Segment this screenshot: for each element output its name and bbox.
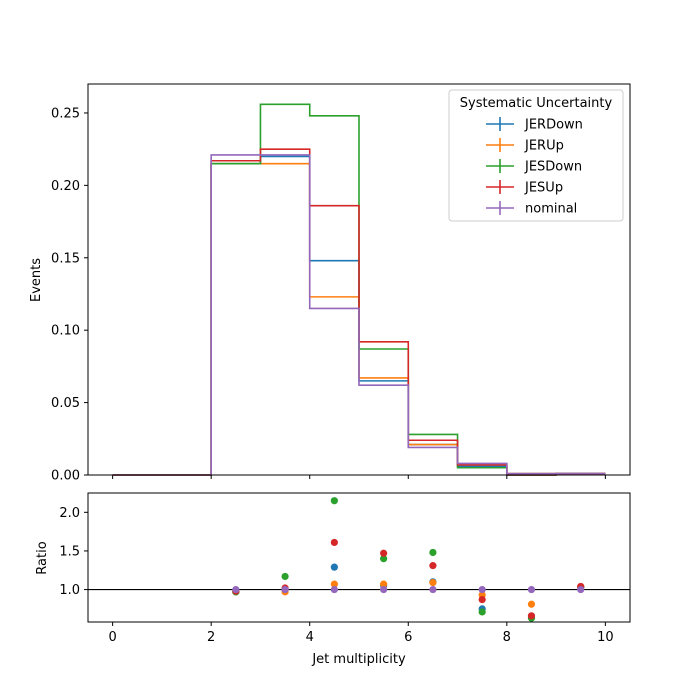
ratio-point [527,585,536,594]
legend-label: JESUp [524,181,563,196]
main-y-tick-label: 0.05 [51,396,80,411]
legend-item-jerup: JERUp [486,138,564,154]
legend-item-nominal: nominal [486,201,577,217]
main-y-tick-label: 0.25 [51,106,80,121]
main-y-tick-label: 0.20 [51,179,80,194]
ratio-plot-frame [87,492,631,623]
ratio-point [281,585,289,594]
x-tick-label: 10 [597,630,614,645]
main-plot-frame [87,83,631,476]
legend-item-jesdown: JESDown [486,159,582,175]
x-tick-label: 2 [207,630,215,645]
ratio-point [429,548,437,557]
main-y-axis-label: Events [29,258,44,302]
ratio-y-tick-label: 1.5 [59,544,80,559]
legend-label: nominal [525,202,577,217]
ratio-y-tick-label: 1.0 [59,583,80,598]
ratio-y-axis-label: Ratio [35,541,50,574]
ratio-point [478,585,486,594]
x-axis-label: Jet multiplicity [311,652,406,667]
ratio-y-tick-label: 2.0 [59,506,80,521]
x-tick-label: 4 [306,630,314,645]
main-panel: 0.00 0.05 0.10 0.15 0.20 0.25 Events Systemat… [29,83,631,484]
x-tick-label: 8 [503,630,511,645]
ratio-plot-area [88,493,630,622]
ratio-point [232,585,240,594]
legend-title: Systematic Uncertainty [460,96,613,111]
main-y-axis: 0.00 0.05 0.10 0.15 0.20 0.25 [51,106,88,484]
legend-item-jesup: JESUp [486,180,563,196]
main-y-tick-label: 0.10 [51,324,80,339]
legend-label: JERDown [524,118,583,133]
ratio-point [478,608,486,616]
legend-label: JESDown [524,160,582,175]
ratio-point [330,580,338,588]
legend-item-jerdown: JERDown [486,117,583,133]
ratio-point [478,595,486,604]
ratio-point [330,497,338,505]
ratio-point [429,579,437,587]
ratio-y-axis: 1.0 1.5 2.0 [59,506,88,598]
legend-box [448,89,624,222]
ratio-point [330,538,338,547]
ratio-panel: 1.0 1.5 2.0 0 2 4 6 8 10 Ratio Jet multiplicity [35,492,631,667]
main-x-axis [112,475,606,479]
x-tick-label: 0 [108,630,116,645]
ratio-point [380,549,388,557]
ratio-point [380,585,388,594]
legend-label: JERUp [524,139,564,154]
legend: Systematic Uncertainty JERDown JERUp JESDo… [448,89,624,222]
legend-items: JERDown JERUp JESDown JESUp nominal [486,117,583,217]
x-tick-label: 6 [404,630,412,645]
main-y-tick-label: 0.00 [51,469,80,484]
main-y-tick-label: 0.15 [51,251,80,266]
ratio-series-nominal [232,585,585,594]
ratio-point [429,562,437,570]
ratio-point [380,580,388,588]
ratio-x-axis: 0 2 4 6 8 10 [108,622,614,645]
ratio-point [527,600,536,608]
ratio-point [577,585,585,594]
ratio-point [330,563,338,571]
step-line-nominal [112,154,606,476]
ratio-point [330,585,338,594]
ratio-point [380,555,388,563]
ratio-series-group [232,497,585,622]
ratio-point [429,585,437,594]
ratio-point [281,572,289,581]
ratio-point [527,612,536,620]
